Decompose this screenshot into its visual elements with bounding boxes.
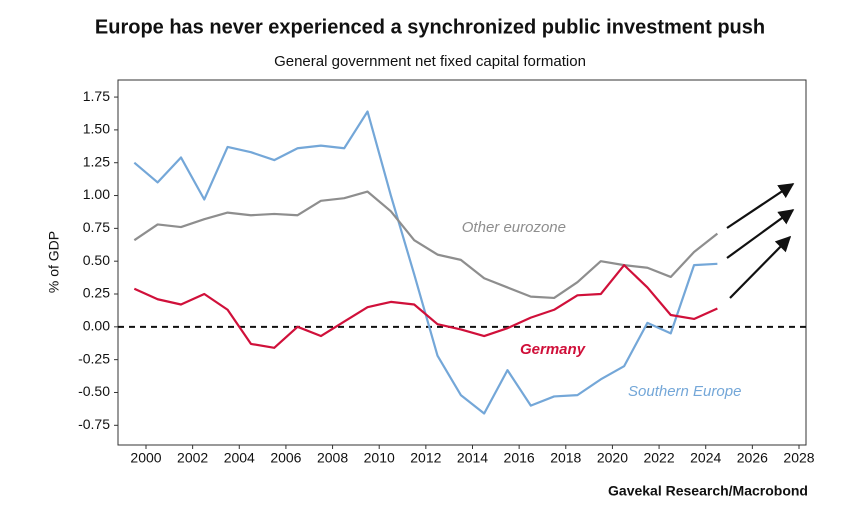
- y-tick-label: -0.75: [78, 416, 110, 432]
- series-line: [133, 264, 718, 349]
- y-tick-label: 0.25: [83, 285, 110, 301]
- x-tick-label: 2026: [737, 450, 768, 466]
- x-tick-label: 2010: [364, 450, 395, 466]
- y-tick-label: 1.75: [83, 88, 110, 104]
- y-tick-label: 0.75: [83, 219, 110, 235]
- arrows: [726, 183, 795, 299]
- x-tick-label: 2006: [270, 450, 301, 466]
- x-tick-label: 2002: [177, 450, 208, 466]
- x-tick-label: 2018: [550, 450, 581, 466]
- x-tick-label: 2000: [130, 450, 161, 466]
- x-tick-label: 2022: [643, 450, 674, 466]
- y-tick-label: 1.00: [83, 186, 110, 202]
- series-line: [133, 110, 718, 415]
- plot-frame: [117, 79, 807, 446]
- x-tick-label: 2020: [597, 450, 628, 466]
- x-tick-label: 2008: [317, 450, 348, 466]
- x-tick-label: 2024: [690, 450, 721, 466]
- x-tick-label: 2016: [504, 450, 535, 466]
- y-tick-label: 1.50: [83, 121, 110, 137]
- x-tick-label: 2012: [410, 450, 441, 466]
- y-tick-label: 1.25: [83, 153, 110, 169]
- y-tick-label: -0.25: [78, 350, 110, 366]
- y-axis-label: % of GDP: [46, 231, 62, 293]
- annotation: Southern Europe: [628, 383, 741, 400]
- series-line: [133, 190, 719, 300]
- source: Gavekal Research/Macrobond: [608, 483, 808, 499]
- chart-title: Europe has never experienced a synchroni…: [95, 16, 765, 38]
- x-tick-label: 2014: [457, 450, 488, 466]
- y-tick-label: 0.50: [83, 252, 110, 268]
- annotation: Other eurozone: [462, 219, 566, 236]
- annotation: Germany: [520, 341, 586, 358]
- chart-subtitle: General government net fixed capital for…: [274, 53, 586, 70]
- x-tick-label: 2028: [783, 450, 814, 466]
- y-tick-label: -0.50: [78, 383, 110, 399]
- y-tick-label: 0.00: [83, 318, 110, 334]
- x-tick-label: 2004: [224, 450, 255, 466]
